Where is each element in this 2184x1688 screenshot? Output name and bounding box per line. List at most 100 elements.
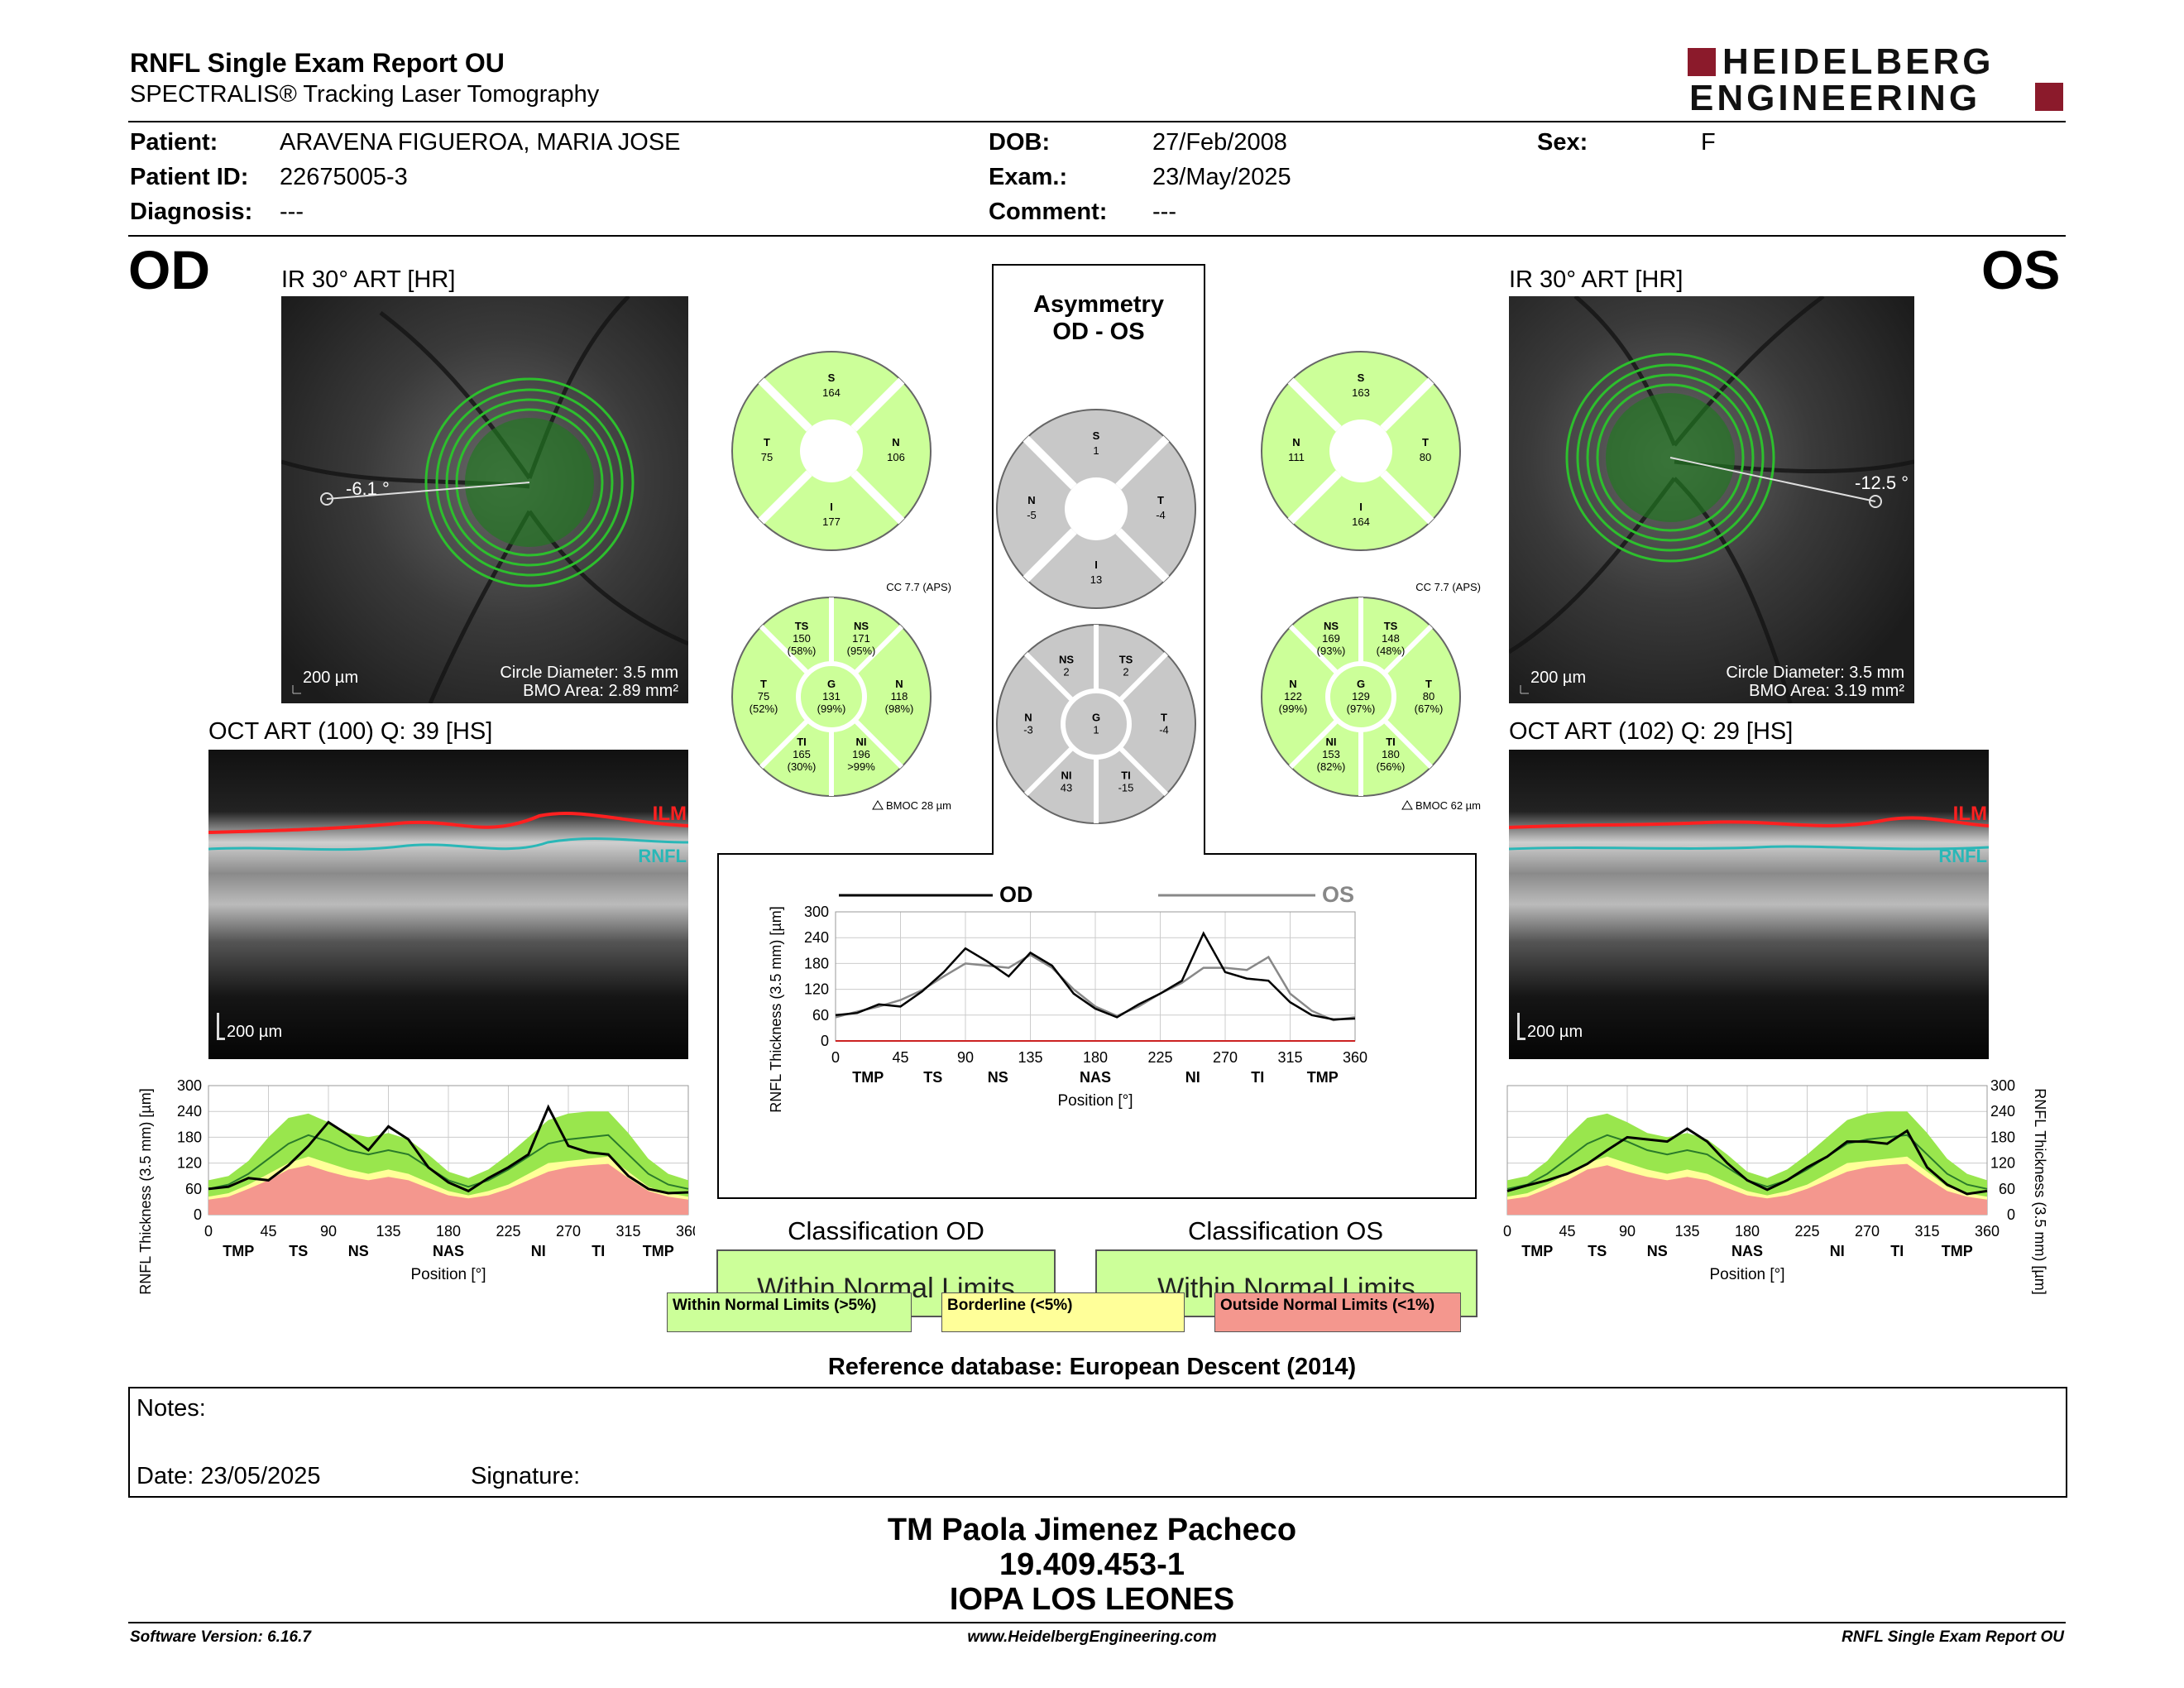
center-series-od [835, 931, 1356, 1021]
center-sector-label: TS [923, 1069, 942, 1086]
os-ytick: 300 [1990, 1077, 2015, 1094]
os-xtick: 135 [1674, 1223, 1699, 1240]
signer-clinic: IOPA LOS LEONES [949, 1582, 1235, 1617]
os-sector-N-0: N [1289, 678, 1296, 690]
od-sector-divider [759, 718, 810, 769]
os-sector-G-0: G [1357, 678, 1365, 690]
center-xtick: 0 [831, 1049, 840, 1066]
od-tsnit-chart: 06012018024030004590135180225270315360TM… [137, 1077, 695, 1295]
os-band-outside [1507, 1163, 1987, 1215]
os-quadrant-divider [1287, 470, 1342, 525]
od-sector-NI-1: 196 [852, 748, 870, 760]
os-ytick: 0 [2007, 1206, 2015, 1223]
center-ytick: 180 [804, 955, 829, 971]
os-sector-NI-1: 153 [1322, 748, 1340, 760]
signer-name: TM Paola Jimenez Pacheco [887, 1513, 1297, 1547]
od-sector-NS-2: (95%) [847, 645, 876, 657]
asym-sector-divider [1118, 746, 1168, 796]
os-quadrant-label-T: T [1422, 436, 1429, 448]
od-cc-label: CC 7.7 (APS) [886, 581, 951, 593]
od-normal-mean [208, 1134, 689, 1190]
notes-box: Notes: Date: 23/05/2025 Signature: [128, 1387, 2067, 1498]
eye-label-os: OS [1981, 239, 2061, 300]
od-oct-scan: ILM RNFL 200 µm [208, 750, 688, 1059]
os-ilm-label: ILM [1952, 803, 1987, 825]
od-oct-scale: 200 µm [227, 1023, 283, 1041]
os-classification-title: Classification OS [1187, 1216, 1384, 1245]
os-sector-NS-1: 169 [1322, 632, 1340, 645]
od-ytick: 0 [194, 1206, 202, 1223]
center-sector-label: NAS [1080, 1069, 1111, 1086]
os-sector-TS-1: 148 [1382, 632, 1400, 645]
asym-sector-NS-0: NS [1059, 654, 1074, 666]
center-xlabel: Position [°] [1057, 1092, 1133, 1110]
software-version: Software Version: 6.16.7 [130, 1628, 311, 1646]
os-sector-T-0: T [1425, 678, 1432, 690]
os-angle: -12.5 ° [1855, 472, 1909, 493]
os-sector-TI-1: 180 [1382, 748, 1400, 760]
od-bmo-area: BMO Area: 2.89 mm² [523, 682, 678, 700]
od-oct-title: OCT ART (100) Q: 39 [HS] [208, 718, 493, 745]
center-legend-od: OD [999, 882, 1033, 907]
os-quadrant-value-N: 111 [1288, 451, 1305, 463]
asym-quadrant-center [1065, 477, 1128, 540]
od-band-outside [208, 1163, 688, 1215]
os-quadrant-label-I: I [1359, 501, 1363, 513]
asym-sector-T-1: -4 [1159, 724, 1169, 736]
od-xtick: 315 [615, 1223, 640, 1240]
notes-label: Notes: [136, 1395, 206, 1422]
center-sector-label: TI [1251, 1069, 1264, 1086]
os-quadrant-value-I: 164 [1352, 516, 1370, 528]
od-bmoc-label: BMOC 28 µm [886, 799, 951, 812]
asym-quadrant-divider [1115, 528, 1170, 583]
od-classification-title: Classification OD [788, 1216, 984, 1245]
os-ir-title: IR 30° ART [HR] [1509, 266, 1684, 293]
patient-id: 22675005-3 [280, 164, 408, 190]
od-sector-T-1: 75 [758, 690, 769, 703]
od-sector-label: TS [289, 1243, 308, 1259]
os-sector-G-1: 129 [1352, 690, 1370, 703]
od-sector-N-2: (98%) [885, 703, 914, 715]
os-ytick: 240 [1990, 1103, 2015, 1120]
center-sector-label: NI [1185, 1069, 1200, 1086]
os-oct-scan: ILM RNFL 200 µm [1509, 750, 1989, 1059]
od-quadrant-divider [850, 470, 905, 525]
od-xtick: 135 [376, 1223, 400, 1240]
center-xtick: 360 [1343, 1049, 1367, 1066]
asym-quadrant-label-I: I [1094, 559, 1098, 571]
os-xtick: 90 [1619, 1223, 1636, 1240]
asym-sector-TS-0: TS [1119, 654, 1133, 666]
sex: F [1701, 129, 1716, 156]
od-xtick: 0 [204, 1223, 213, 1240]
website-link[interactable]: www.HeidelbergEngineering.com [967, 1628, 1217, 1646]
center-xtick: 315 [1277, 1049, 1302, 1066]
center-xtick: 225 [1147, 1049, 1172, 1066]
od-ylabel: RNFL Thickness (3.5 mm) [µm] [137, 1088, 154, 1294]
os-sector-label: TS [1588, 1243, 1607, 1259]
od-sector-center [796, 661, 867, 732]
od-sector-label: TMP [643, 1243, 674, 1259]
os-quadrant-divider [1380, 470, 1434, 525]
asym-sector-N-0: N [1024, 712, 1032, 724]
legend-onl: Outside Normal Limits (<1%) [1214, 1292, 1461, 1332]
od-ytick: 240 [177, 1103, 202, 1120]
os-sector-divider [1382, 625, 1433, 675]
asym-sector-G-0: G [1092, 712, 1100, 724]
os-sector-N-1: 122 [1284, 690, 1302, 703]
asym-quadrant-label-S: S [1093, 429, 1100, 442]
od-sector-TI-0: TI [797, 736, 807, 748]
patient-name: ARAVENA FIGUEROA, MARIA JOSE [280, 129, 681, 156]
asym-quadrant-divider [1023, 435, 1077, 490]
dob: 27/Feb/2008 [1152, 129, 1287, 156]
os-sector-NS-2: (93%) [1317, 645, 1346, 657]
od-xtick: 180 [436, 1223, 461, 1240]
os-oct-scale: 200 µm [1527, 1023, 1583, 1041]
od-sector-T-0: T [760, 678, 767, 690]
os-quadrant-label-S: S [1358, 372, 1365, 384]
heidelberg-logo: HEIDELBERG ENGINEERING [1688, 41, 2068, 118]
center-ytick: 240 [804, 929, 829, 946]
os-sector-T-2: (67%) [1415, 703, 1444, 715]
od-quadrant-value-S: 164 [822, 386, 841, 399]
footer-report-name: RNFL Single Exam Report OU [1842, 1628, 2064, 1646]
os-xtick: 315 [1914, 1223, 1939, 1240]
